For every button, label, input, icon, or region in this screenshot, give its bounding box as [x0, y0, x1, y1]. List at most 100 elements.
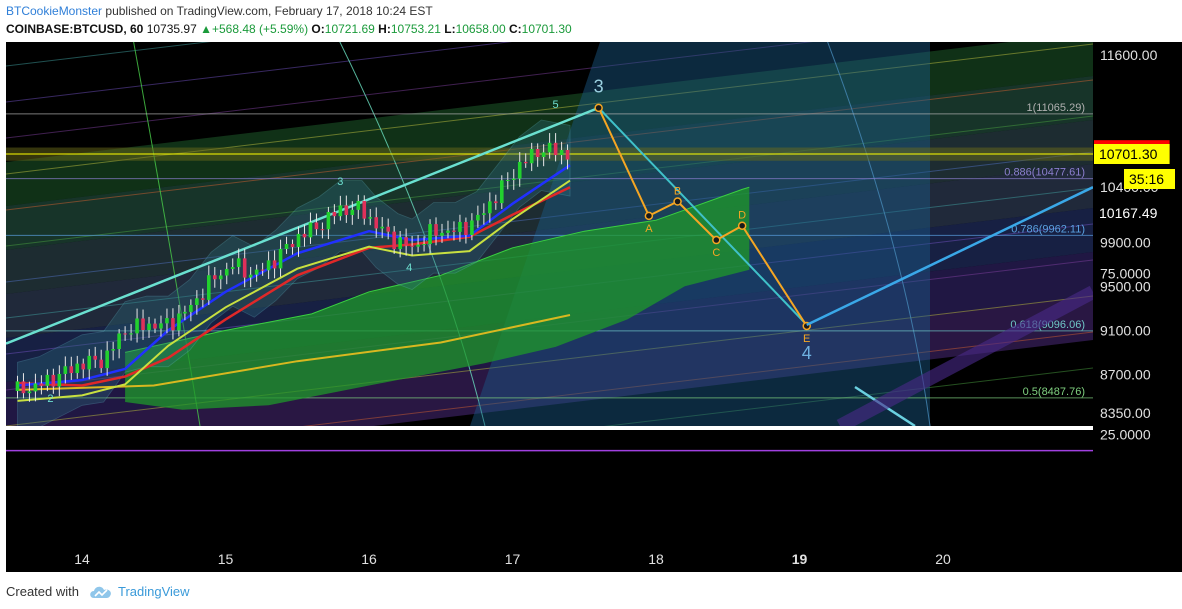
price-axis-bg: [1093, 42, 1182, 572]
price-tick-label: 9100.00: [1100, 322, 1151, 338]
last-price: 10735.97: [146, 22, 197, 36]
candle-body: [105, 350, 109, 369]
candle-body: [272, 260, 277, 269]
price-tick-label: 9900.00: [1100, 234, 1151, 250]
candle-body: [296, 233, 301, 248]
candle-body: [523, 161, 528, 164]
abcd-label: D: [738, 210, 746, 222]
candle-body: [559, 149, 564, 156]
candle-body: [171, 318, 175, 331]
channel-band: [6, 42, 1093, 206]
candle-body: [147, 323, 151, 331]
candle-body: [195, 298, 199, 305]
elliott-wave-label: 2: [47, 393, 53, 405]
candle-body: [69, 366, 74, 374]
abcd-label: A: [645, 223, 653, 235]
candle-body: [248, 274, 253, 278]
candle-body: [254, 269, 259, 275]
candle-body: [392, 231, 396, 250]
candle-body: [57, 373, 62, 387]
candle-body: [207, 275, 211, 300]
created-with-text: Created with: [6, 584, 79, 599]
candle-body: [81, 363, 86, 370]
cloud-span-a: [124, 186, 750, 353]
candle-body: [535, 149, 540, 157]
high-value: 10753.21: [390, 22, 441, 36]
candle-body: [141, 318, 145, 331]
author-link[interactable]: BTCookieMonster: [6, 4, 103, 18]
low-label: L:: [444, 22, 456, 36]
candle-body: [338, 205, 343, 217]
candle-body: [547, 142, 552, 153]
price-tick-label: 9500.00: [1100, 278, 1151, 294]
candle-body: [499, 180, 504, 204]
moving-averages: [6, 106, 600, 402]
high-label: H:: [378, 22, 391, 36]
bollinger-band: [17, 119, 571, 426]
candle-body: [565, 149, 570, 160]
abcd-label: B: [674, 186, 681, 198]
open-value: 10721.69: [324, 22, 375, 36]
candle-body: [284, 243, 289, 249]
candle-body: [230, 267, 235, 269]
channel-band: [6, 76, 1093, 250]
candle-body: [33, 383, 38, 392]
open-label: O:: [311, 22, 325, 36]
elliott-wave-label: 3: [337, 176, 343, 188]
candle-body: [212, 275, 217, 280]
sma-long-line: [17, 314, 571, 391]
published-text: published on TradingView.com, February 1…: [105, 4, 433, 18]
publish-line: BTCookieMonster published on TradingView…: [6, 4, 433, 18]
candle-body: [302, 233, 307, 238]
candle-body: [308, 222, 313, 238]
price-chart[interactable]: 1(11065.29) 0.886(10477.61) 0.786(9962.11)…: [0, 42, 1182, 577]
candle-body: [541, 152, 546, 157]
candle-body: [165, 318, 169, 324]
candle-body: [111, 349, 115, 351]
candle-body: [350, 209, 355, 215]
candle-body: [218, 275, 223, 280]
stoch-rsi-oscillator: [6, 449, 1093, 452]
channel-band: [6, 120, 1093, 294]
candle-body: [93, 355, 98, 360]
abcd-point: [737, 221, 747, 230]
candle-body: [446, 230, 450, 233]
osc-tick-label: 25.0000: [1100, 427, 1151, 443]
trendline-upper: [6, 106, 600, 345]
candle-body: [45, 374, 50, 386]
candle-body: [135, 318, 139, 334]
close-value: 10701.30: [521, 22, 572, 36]
chart-area[interactable]: 1(11065.29) 0.886(10477.61) 0.786(9962.11)…: [0, 42, 1182, 577]
oscillator-pane-bg: [6, 430, 1093, 538]
candle-body: [362, 200, 367, 219]
candle-body: [374, 217, 379, 229]
candle-body: [368, 217, 373, 219]
elliott-wave-label: 4: [802, 343, 812, 363]
tradingview-link[interactable]: TradingView: [118, 584, 190, 599]
rising-projection-line: [806, 186, 1093, 327]
up-triangle-icon: ▲: [200, 22, 212, 36]
candle-body: [458, 221, 462, 232]
symbol-label: COINBASE:BTCUSD, 60: [6, 22, 144, 36]
candle-body: [21, 381, 26, 394]
candle-body: [344, 205, 349, 215]
candle-body: [529, 149, 534, 164]
change-value: +568.48 (+5.59%): [212, 22, 309, 36]
candle-body: [242, 258, 247, 278]
candle-body: [39, 383, 44, 386]
candle-body: [75, 363, 80, 374]
time-tick-label: 19: [792, 551, 808, 567]
candle-body: [123, 333, 127, 335]
time-axis-bg: [6, 538, 1093, 572]
candle-body: [201, 298, 205, 300]
osc-tick-label: 75.0000: [1100, 266, 1151, 282]
elliott-wave-label: 3: [594, 76, 604, 96]
candle-body: [159, 323, 163, 329]
ema-mid-line: [17, 179, 571, 402]
projection-drawings[interactable]: A B C D E: [594, 103, 1093, 426]
candle-body: [290, 243, 295, 248]
candle-body: [153, 323, 157, 329]
low-value: 10658.00: [455, 22, 506, 36]
candle-body: [87, 355, 92, 370]
tradingview-cloud-icon: [90, 586, 111, 598]
